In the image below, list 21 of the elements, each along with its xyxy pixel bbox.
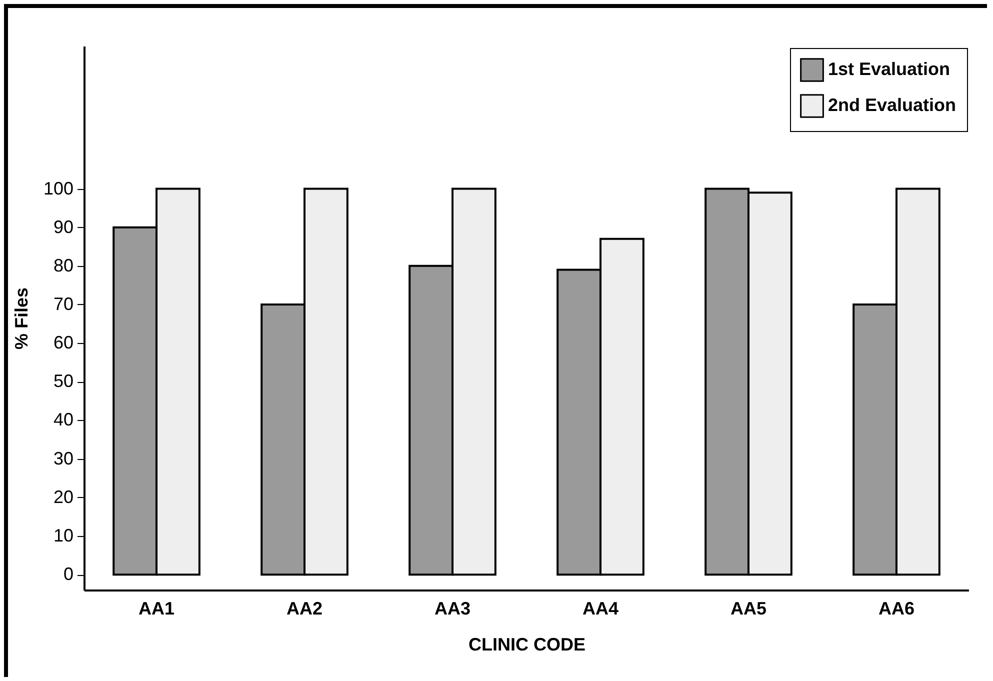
y-tick-label: 20 [53, 486, 74, 507]
x-axis-title: CLINIC CODE [468, 634, 586, 654]
y-tick-label: 70 [53, 294, 74, 314]
legend-label: 1st Evaluation [828, 59, 950, 79]
y-tick-label: 10 [53, 525, 74, 546]
y-tick-label: 50 [53, 371, 74, 392]
x-tick-label: AA3 [434, 598, 471, 618]
x-tick-label: AA2 [286, 598, 323, 618]
x-tick-label: AA1 [138, 598, 175, 618]
x-tick-label: AA5 [730, 598, 766, 618]
y-tick-label: 30 [53, 448, 74, 468]
x-tick-label: AA4 [582, 598, 619, 618]
y-tick-label: 90 [53, 216, 74, 237]
x-tick-label: AA6 [878, 598, 914, 618]
legend-label: 2nd Evaluation [828, 95, 956, 115]
y-tick-label: 60 [53, 332, 74, 353]
y-tick-label: 40 [53, 410, 74, 430]
y-tick-label: 80 [53, 255, 74, 276]
y-tick-label: 0 [63, 564, 74, 584]
y-axis-title: % Files [11, 287, 32, 350]
y-tick-label: 100 [43, 178, 74, 198]
